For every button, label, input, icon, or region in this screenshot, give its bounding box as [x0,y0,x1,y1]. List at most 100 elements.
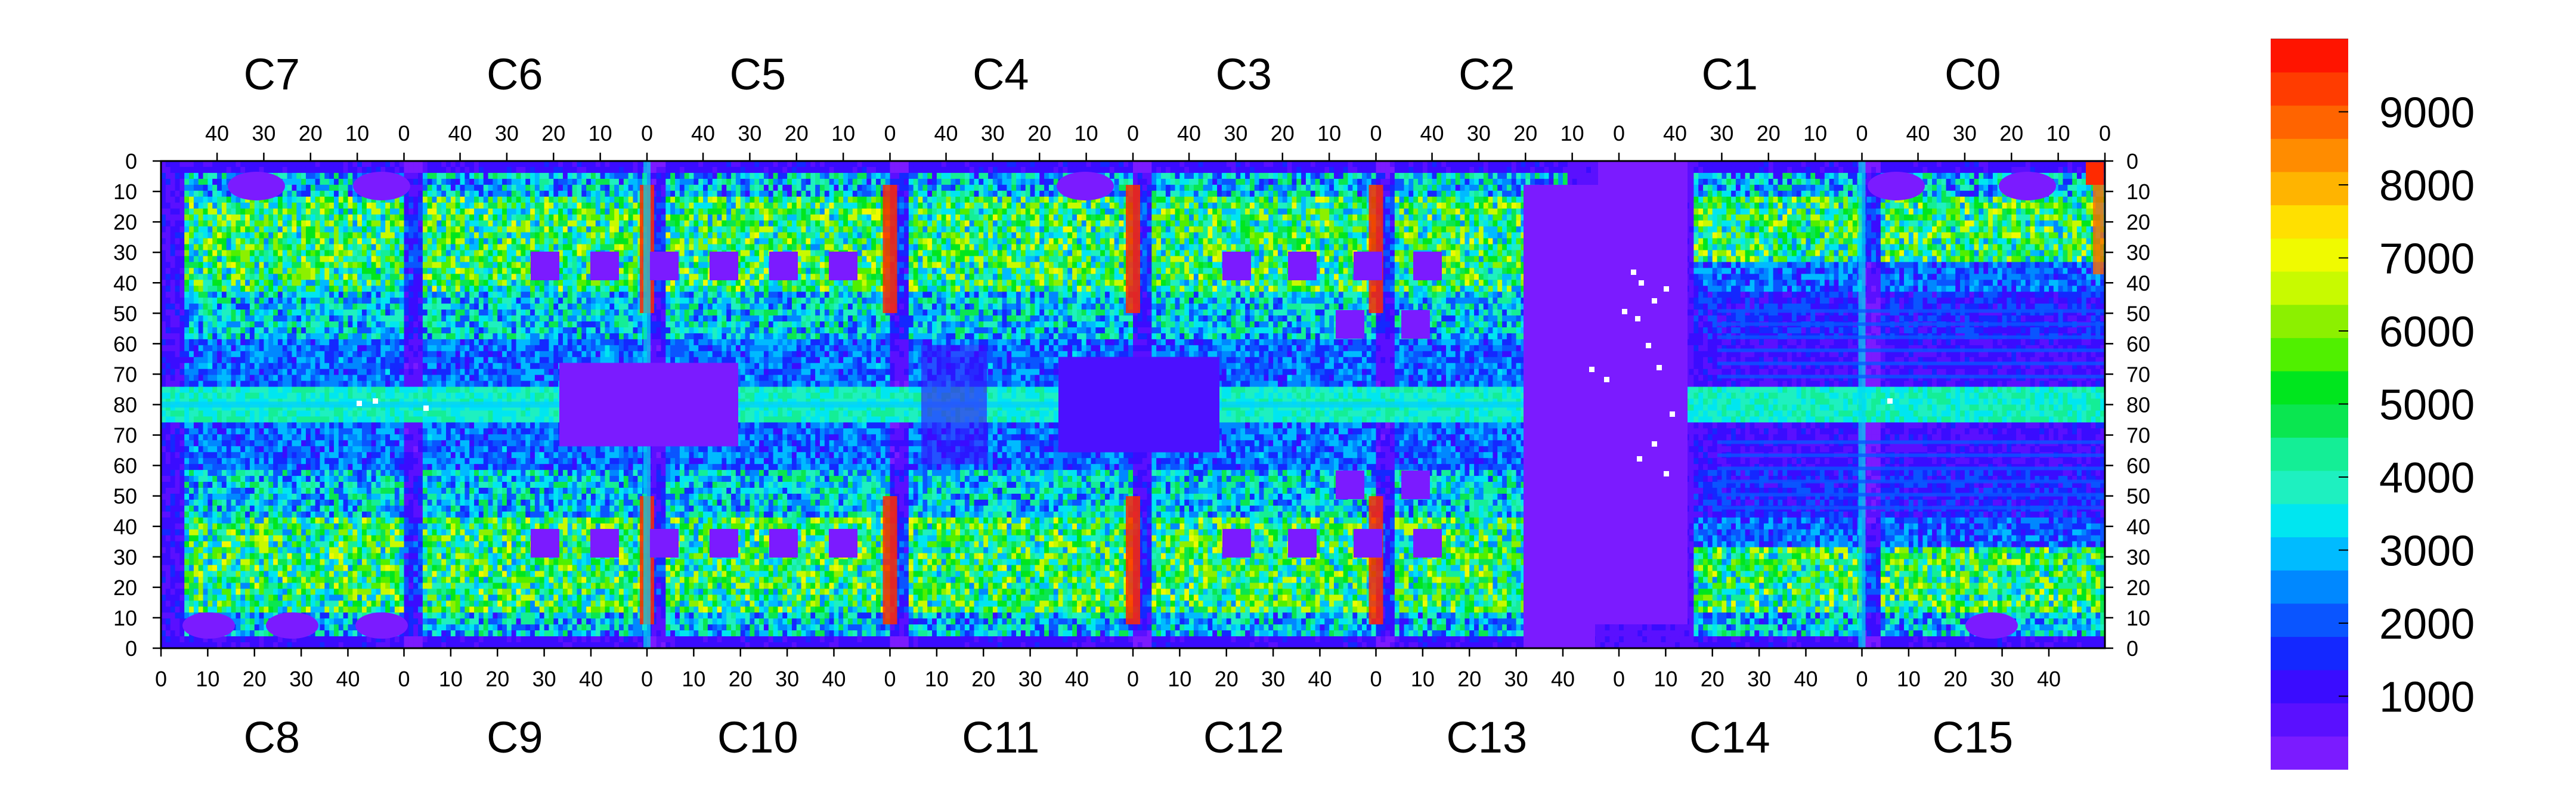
heat-cell [348,589,352,595]
heat-cell [348,239,352,245]
heat-cell [227,452,231,459]
heat-cell [362,333,367,340]
heat-cell [175,571,180,577]
heat-cell [212,559,217,566]
heat-cell [212,452,217,459]
heat-cell [259,393,264,400]
heat-cell [171,327,175,334]
heat-cell [179,167,184,174]
heat-cell [418,506,423,512]
heat-cell [194,244,199,250]
heat-cell [357,274,362,280]
heat-cell [292,280,296,286]
heat-cell [287,422,292,429]
heat-cell [273,203,278,209]
heat-cell [287,416,292,423]
heat-cell [240,464,245,470]
heat-cell [390,233,395,239]
heat-cell [404,256,409,262]
heat-cell [194,553,199,560]
heat-cell [311,583,315,589]
heat-cell [194,345,199,352]
heat-cell [413,298,418,304]
heat-cell [329,381,334,388]
heat-cell [231,393,236,400]
heat-cell [423,244,428,250]
heat-cell [231,606,236,613]
heat-cell [255,410,259,417]
heat-cell [324,167,329,174]
heat-cell [184,369,189,376]
heat-cell [184,428,189,435]
heat-cell [273,381,278,388]
heat-cell [189,357,194,364]
heat-cell [329,530,334,536]
heat-cell [404,606,409,613]
heat-cell [306,583,311,589]
heat-cell [250,298,255,304]
heat-cell [367,589,371,595]
heat-cell [268,333,273,340]
heat-cell [217,440,222,447]
heat-cell [283,268,287,274]
heat-cell [329,298,334,304]
heat-cell [371,233,376,239]
heat-cell [334,309,339,316]
heat-cell [264,369,268,376]
heat-cell [315,547,320,554]
heat-cell [357,583,362,589]
heat-cell [283,458,287,465]
heat-cell [390,221,395,227]
heat-cell [175,191,180,197]
heat-cell [171,333,175,340]
heat-cell [408,363,413,370]
heat-cell [199,600,203,607]
heat-cell [357,292,362,298]
heat-cell [390,458,395,465]
heat-cell [212,233,217,239]
heat-cell [348,547,352,554]
heat-cell [362,321,367,328]
heat-cell [283,221,287,227]
heat-cell [367,369,371,376]
heat-cell [390,524,395,530]
heat-cell [408,221,413,227]
heat-cell [385,309,390,316]
heat-cell [306,250,311,256]
heat-cell [404,327,409,334]
heat-cell [250,381,255,388]
heat-cell [231,268,236,274]
heat-cell [283,583,287,589]
heat-cell [283,262,287,268]
heat-cell [231,518,236,524]
heat-cell [376,333,380,340]
heat-cell [184,494,189,500]
heat-cell [278,583,283,589]
heat-cell [283,434,287,441]
heat-cell [408,309,413,316]
heat-cell [404,304,409,310]
heat-cell [175,357,180,364]
heat-cell [203,452,208,459]
heat-cell [380,476,385,482]
heat-cell [287,541,292,548]
heat-cell [189,167,194,174]
heat-cell [380,262,385,268]
heat-cell [273,197,278,203]
heat-cell [376,506,380,512]
heat-cell [268,500,273,506]
heat-cell [250,227,255,233]
heat-cell [212,315,217,322]
heat-cell [208,482,212,488]
heat-cell [306,351,311,358]
heat-cell [194,482,199,488]
heat-cell [171,434,175,441]
heat-cell [203,351,208,358]
heat-cell [315,209,320,215]
heat-cell [362,434,367,441]
heat-cell [194,595,199,601]
heat-cell [400,393,404,400]
heat-cell [217,434,222,441]
heat-cell [259,500,264,506]
